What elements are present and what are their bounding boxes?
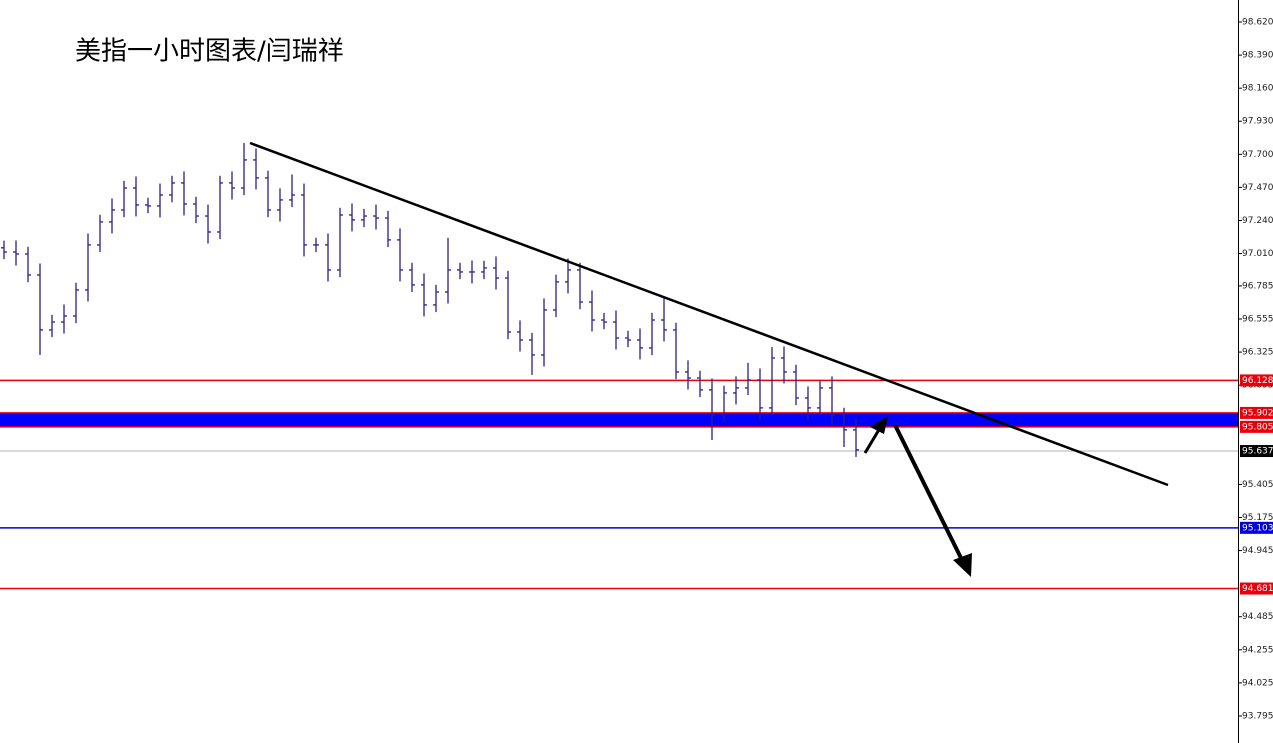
- level-label-bg: [1240, 521, 1273, 534]
- zone: [0, 412, 1238, 427]
- y-tick-label: 94.255: [1242, 645, 1273, 655]
- plot: 98.620 98.390 98.160 97.930 97.700 97.470 97.2…: [0, 18, 1273, 721]
- level-label: 94.681: [1242, 584, 1273, 594]
- trend-line: [249, 141, 1169, 487]
- level-label: 95.902: [1242, 408, 1273, 418]
- arrow-up: [863, 416, 888, 454]
- y-tick-label: 97.700: [1242, 150, 1273, 160]
- current-price-bg: [1240, 445, 1273, 458]
- level-label-bg: [1240, 582, 1273, 595]
- y-tick-label: 96.325: [1242, 348, 1273, 358]
- level-label: 95.103: [1242, 523, 1273, 533]
- level-label-bg: [1240, 406, 1273, 419]
- level-label: 95.805: [1242, 422, 1273, 432]
- y-tick-label: 96.785: [1242, 281, 1273, 291]
- y-tick-label: 96.555: [1242, 315, 1273, 325]
- y-tick-label: 98.390: [1242, 51, 1273, 61]
- y-tick-label: 97.240: [1242, 216, 1273, 226]
- y-tick-label: 94.025: [1242, 678, 1273, 688]
- y-tick-label: 95.405: [1242, 480, 1273, 490]
- y-tick-label: 94.945: [1242, 546, 1273, 556]
- y-tick-label: 97.930: [1242, 117, 1273, 127]
- level-label: 96.128: [1242, 376, 1273, 386]
- y-tick-label: 93.795: [1242, 711, 1273, 721]
- current-price-label: 95.637: [1242, 447, 1273, 457]
- y-tick-label: 97.470: [1242, 183, 1273, 193]
- level-label-bg: [1240, 374, 1273, 387]
- level-label-bg: [1240, 420, 1273, 433]
- chart-title: 美指一小时图表/闫瑞祥: [75, 37, 344, 67]
- y-tick-label: 94.485: [1242, 612, 1273, 622]
- y-tick-label: 97.010: [1242, 249, 1273, 259]
- arrow-down: [893, 424, 972, 577]
- y-tick-label: 95.175: [1242, 513, 1273, 523]
- y-tick-label: 98.160: [1242, 84, 1273, 94]
- y-tick-label: 98.620: [1242, 18, 1273, 28]
